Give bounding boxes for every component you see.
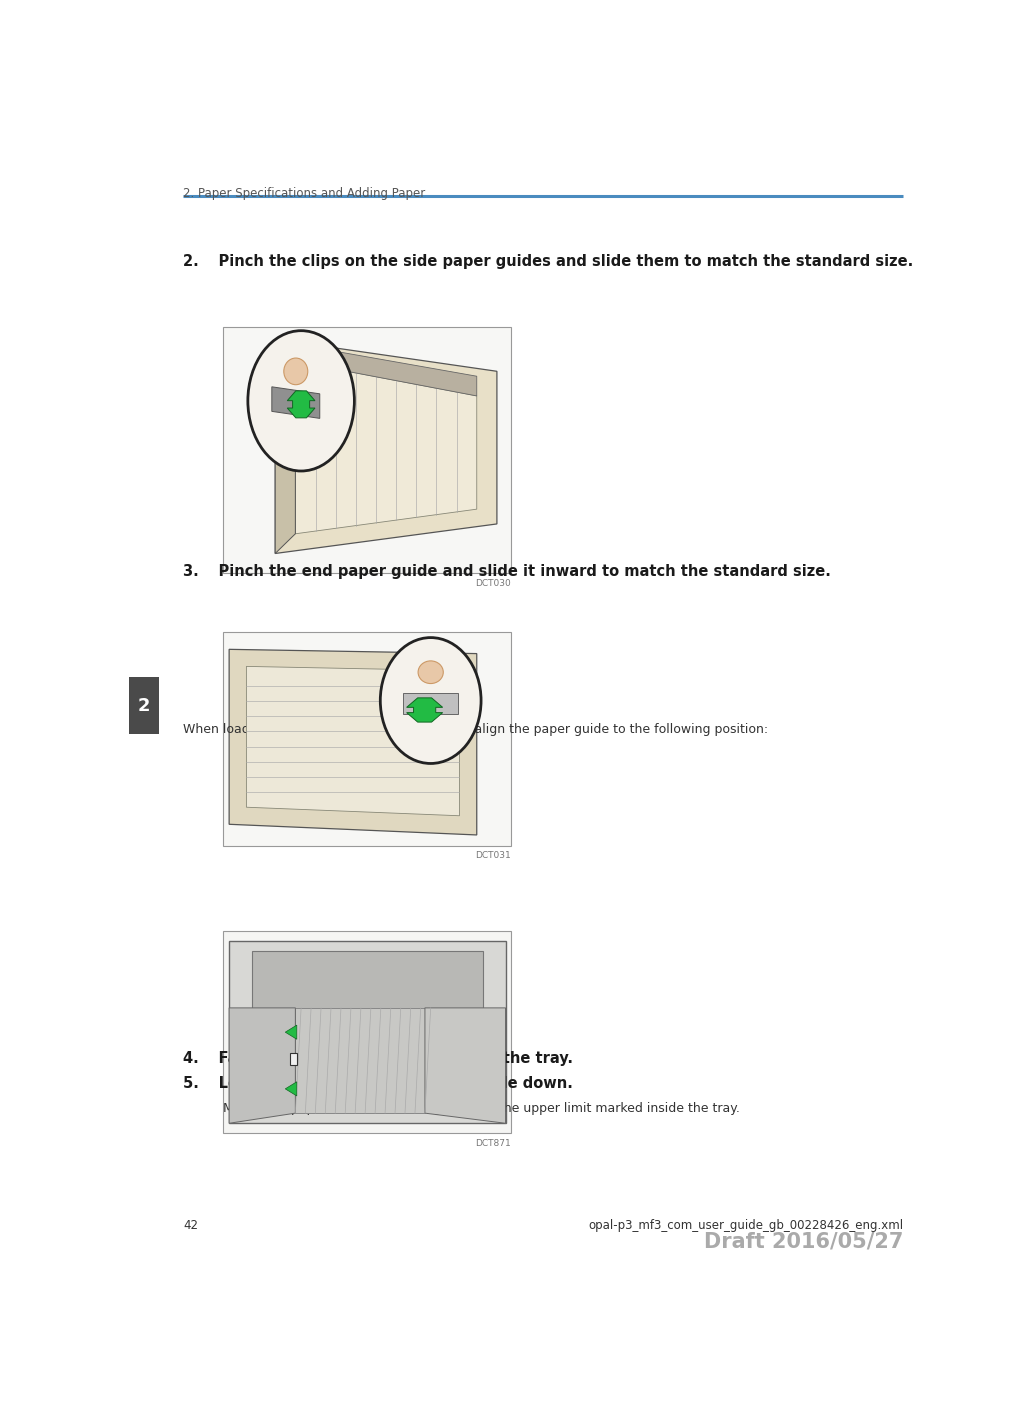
Text: DCT871: DCT871: [476, 1138, 511, 1148]
Polygon shape: [229, 649, 477, 836]
Text: 4.  Fan the paper before loading it in the tray.: 4. Fan the paper before loading it in th…: [184, 1052, 574, 1066]
Polygon shape: [402, 693, 458, 715]
Polygon shape: [229, 1007, 295, 1123]
FancyBboxPatch shape: [290, 1053, 297, 1064]
Text: DCT030: DCT030: [476, 578, 511, 588]
Text: 14/A4: 14/A4: [299, 1026, 340, 1039]
Polygon shape: [285, 1025, 297, 1039]
Polygon shape: [295, 1007, 425, 1113]
Polygon shape: [229, 941, 506, 1123]
FancyBboxPatch shape: [223, 632, 511, 845]
Polygon shape: [287, 391, 315, 418]
Text: 42: 42: [184, 1219, 198, 1232]
Text: DCT031: DCT031: [476, 851, 511, 860]
FancyBboxPatch shape: [223, 931, 511, 1134]
Polygon shape: [295, 344, 477, 396]
Polygon shape: [407, 698, 443, 722]
Text: 2. Paper Specifications and Adding Paper: 2. Paper Specifications and Adding Paper: [184, 188, 425, 200]
Ellipse shape: [381, 638, 481, 763]
Polygon shape: [276, 340, 497, 554]
Text: Draft 2016/05/27: Draft 2016/05/27: [704, 1232, 903, 1252]
Polygon shape: [285, 1081, 297, 1096]
Polygon shape: [425, 1007, 506, 1123]
Polygon shape: [295, 361, 477, 534]
Text: opal-p3_mf3_com_user_guide_gb_00228426_eng.xml: opal-p3_mf3_com_user_guide_gb_00228426_e…: [588, 1219, 903, 1232]
Text: 2.  Pinch the clips on the side paper guides and slide them to match the standar: 2. Pinch the clips on the side paper gui…: [184, 254, 913, 269]
Text: When loading A5 SEF, A4 or letter size paper, align the paper guide to the follo: When loading A5 SEF, A4 or letter size p…: [184, 723, 769, 736]
Text: 11: 11: [299, 1083, 317, 1096]
Ellipse shape: [418, 661, 444, 684]
Polygon shape: [247, 666, 459, 816]
Text: 3.  Pinch the end paper guide and slide it inward to match the standard size.: 3. Pinch the end paper guide and slide i…: [184, 564, 831, 580]
Polygon shape: [252, 951, 483, 1012]
Text: 2: 2: [138, 696, 151, 715]
FancyBboxPatch shape: [129, 678, 159, 735]
Text: Make sure paper is not stacked higher than the upper limit marked inside the tra: Make sure paper is not stacked higher th…: [223, 1101, 740, 1114]
Polygon shape: [276, 340, 295, 554]
Ellipse shape: [284, 358, 308, 385]
Polygon shape: [271, 387, 320, 418]
Ellipse shape: [248, 331, 354, 470]
Text: 5.  Load the new paper stack print side down.: 5. Load the new paper stack print side d…: [184, 1077, 573, 1091]
FancyBboxPatch shape: [223, 327, 511, 573]
